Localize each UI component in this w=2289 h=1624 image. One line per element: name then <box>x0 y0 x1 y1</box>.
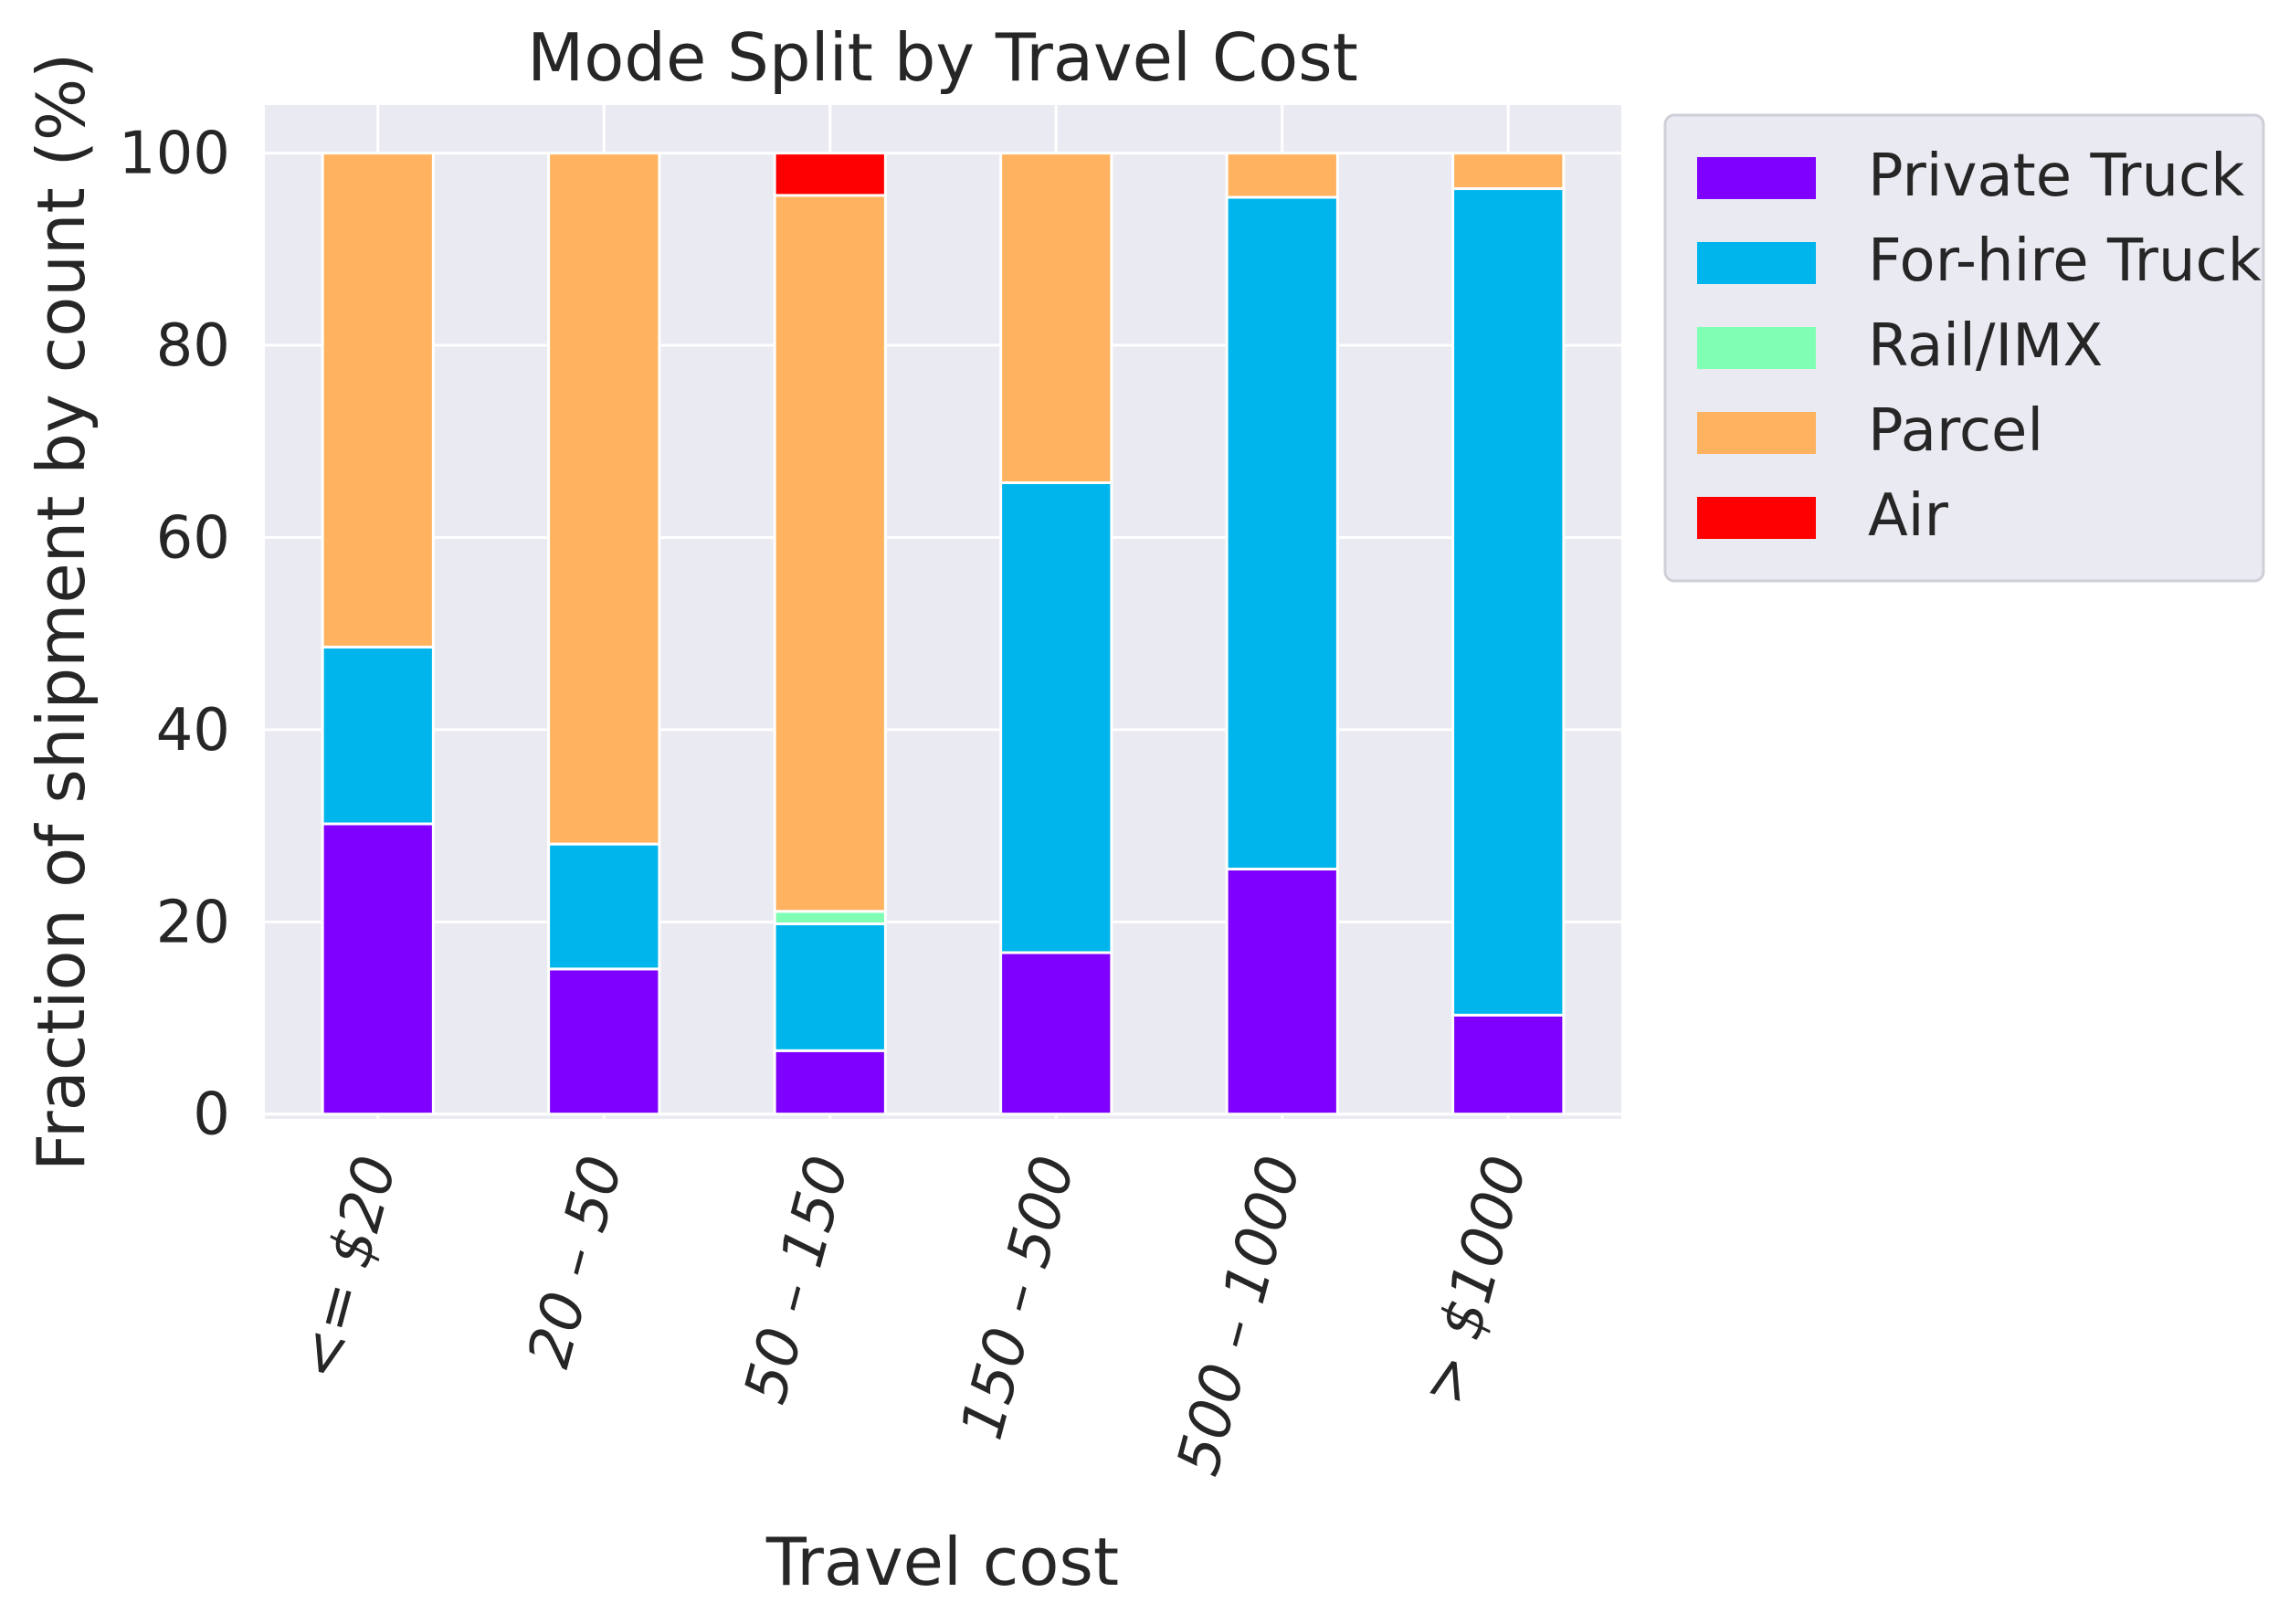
bar-segment <box>773 1049 887 1116</box>
bar-segment <box>773 922 887 1052</box>
bar-segment <box>1451 1013 1566 1116</box>
bar-segment <box>773 910 887 925</box>
bar-segment <box>1451 187 1566 1017</box>
y-tick-label: 40 <box>156 697 230 765</box>
legend-label: For-hire Truck <box>1868 227 2262 295</box>
x-tick-label: > $1000 <box>1409 1149 1540 1411</box>
legend-swatch <box>1697 497 1816 539</box>
legend-swatch <box>1697 242 1816 284</box>
bar-segment <box>1225 867 1339 1116</box>
bar-segment <box>999 480 1113 954</box>
legend: Private Truck For-hire Truck Rail/IMX Parce… <box>1663 113 2265 583</box>
bar-segment <box>321 152 435 649</box>
bar-segment <box>321 822 435 1116</box>
y-tick-label: 20 <box>156 889 230 956</box>
y-tick-label: 0 <box>193 1081 230 1149</box>
chart-title: Mode Split by Travel Cost <box>527 19 1358 96</box>
bar-segment <box>773 152 887 197</box>
bar-segment <box>1225 195 1339 870</box>
bar-segment <box>999 951 1113 1116</box>
x-ticks: <= $20 20 – 50 50 – 150 150 – 500 500 – 1000… <box>286 1149 1541 1482</box>
y-tick-label: 80 <box>156 312 230 380</box>
bar-segment <box>547 152 661 846</box>
bar-segment <box>999 152 1113 484</box>
bar-segment <box>321 645 435 826</box>
legend-frame <box>1663 113 2265 583</box>
legend-label: Air <box>1868 482 1949 550</box>
plot-background <box>265 105 1621 1119</box>
legend-label: Parcel <box>1868 397 2043 465</box>
legend-label: Private Truck <box>1868 142 2244 210</box>
bar-segment <box>1451 152 1566 191</box>
x-axis-label: Travel cost <box>765 1524 1119 1600</box>
x-tick-label: 50 – 150 <box>732 1149 862 1410</box>
x-tick-label: <= $20 <box>286 1149 410 1387</box>
y-ticks: 0 20 40 60 80 100 <box>119 121 230 1149</box>
bar-segment <box>773 194 887 913</box>
y-tick-label: 100 <box>119 121 230 188</box>
legend-label: Rail/IMX <box>1868 312 2103 380</box>
bars <box>321 152 1566 1116</box>
x-tick-label: 500 – 1000 <box>1165 1149 1314 1482</box>
bar-segment <box>1225 152 1339 199</box>
y-axis-label: Fraction of shipment by count (%) <box>23 53 100 1171</box>
x-tick-label: 20 – 50 <box>515 1149 636 1375</box>
legend-swatch <box>1697 327 1816 369</box>
y-tick-label: 60 <box>156 504 230 572</box>
bar-segment <box>547 842 661 971</box>
legend-swatch <box>1697 412 1816 454</box>
bar-segment <box>547 967 661 1116</box>
legend-swatch <box>1697 157 1816 199</box>
x-tick-label: 150 – 500 <box>948 1149 1089 1446</box>
